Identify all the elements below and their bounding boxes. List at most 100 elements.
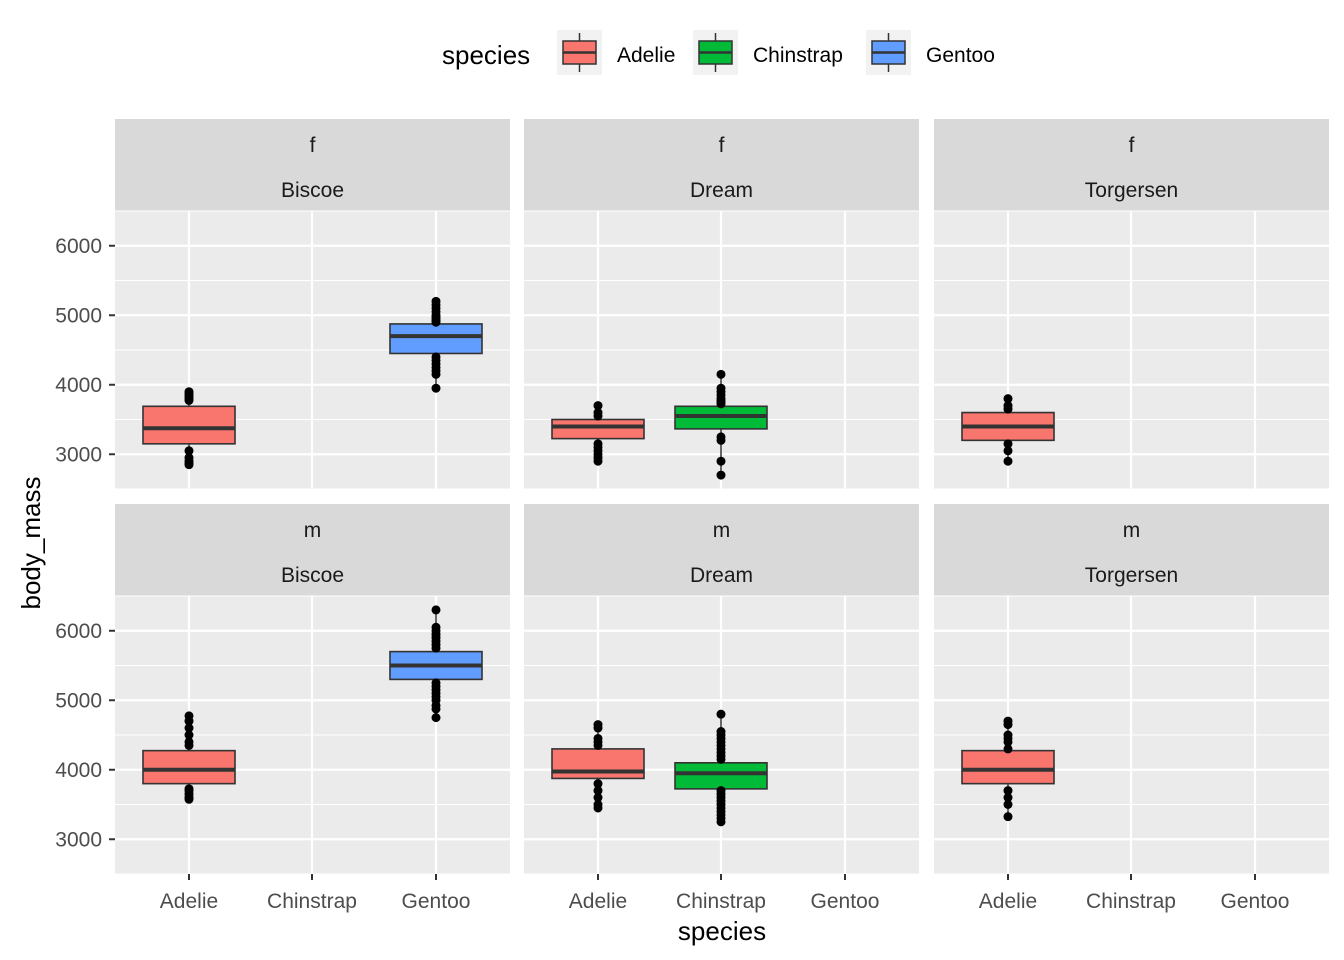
x-tick-label: Chinstrap (1086, 890, 1176, 913)
facet-strip-row-label: m (713, 519, 731, 542)
legend-label: Gentoo (926, 44, 995, 67)
legend-entry-chinstrap: Chinstrap (693, 30, 843, 75)
outlier-point (431, 704, 441, 714)
outlier-point (716, 369, 726, 379)
outlier-point (716, 435, 726, 445)
outlier-point (1003, 439, 1013, 449)
outlier-point (593, 456, 603, 466)
outlier-point (431, 383, 441, 393)
facet-strip-row-label: f (310, 134, 316, 157)
box-adelie (961, 716, 1055, 822)
x-tick-label: Adelie (160, 890, 218, 913)
box-adelie (142, 711, 236, 804)
facet-strip (524, 504, 919, 596)
outlier-point (431, 369, 441, 379)
outlier-point (593, 803, 603, 813)
facet-strip (115, 504, 510, 596)
facet-panel-f-dream: f Dream (524, 119, 919, 490)
outlier-point (716, 727, 726, 737)
outlier-point (184, 711, 194, 721)
facet-strip-row-label: m (304, 519, 322, 542)
y-tick-label: 5000 (55, 689, 102, 712)
outlier-point (1003, 812, 1013, 822)
outlier-point (1003, 800, 1013, 809)
facet-panel-m-biscoe: m Biscoe 3000 4000 5000 6000 Adelie Chinstrap Ge… (55, 504, 510, 913)
outlier-point (593, 408, 603, 418)
outlier-point (184, 723, 194, 733)
outlier-point (716, 456, 726, 466)
y-tick-label: 6000 (55, 235, 102, 258)
outlier-point (431, 296, 441, 306)
facet-strip (115, 119, 510, 211)
outlier-point (184, 446, 194, 456)
facet-strip-row-label: f (719, 134, 725, 157)
box-adelie (551, 720, 645, 813)
outlier-point (1003, 793, 1013, 803)
outlier-point (184, 794, 194, 804)
outlier-point (593, 733, 603, 743)
outlier-point (1003, 456, 1013, 466)
x-tick-label: Adelie (569, 890, 627, 913)
legend-entry-adelie: Adelie (557, 30, 675, 75)
box-iqr (142, 405, 236, 445)
y-tick-label: 3000 (55, 443, 102, 466)
legend-label: Chinstrap (753, 44, 843, 67)
y-tick-label: 4000 (55, 759, 102, 782)
outlier-point (1003, 401, 1013, 411)
y-tick-label: 3000 (55, 828, 102, 851)
outlier-point (1003, 730, 1013, 740)
outlier-point (593, 779, 603, 789)
box-iqr (674, 761, 768, 790)
x-tick-label: Adelie (979, 890, 1037, 913)
x-tick-label: Chinstrap (676, 890, 766, 913)
facet-strip-row-label: f (1129, 134, 1135, 157)
box-adelie (551, 401, 645, 466)
facet-strip (524, 119, 919, 211)
y-tick-label: 5000 (55, 304, 102, 327)
outlier-point (716, 383, 726, 393)
x-axis-title: species (678, 916, 766, 946)
box-adelie (142, 387, 236, 470)
legend-label: Adelie (617, 44, 675, 67)
box-iqr (551, 748, 645, 780)
legend-title: species (442, 40, 530, 70)
facet-strip-col-label: Biscoe (281, 564, 344, 587)
box-gentoo (389, 296, 483, 393)
legend: species Adelie Chinstrap Gentoo (442, 30, 995, 75)
box-chinstrap (674, 709, 768, 827)
box-iqr (551, 418, 645, 440)
box-gentoo (389, 605, 483, 723)
outlier-point (716, 709, 726, 719)
outlier-point (184, 730, 194, 740)
box-chinstrap (674, 369, 768, 480)
outlier-point (184, 460, 194, 470)
y-axis-title: body_mass (16, 477, 46, 610)
outlier-point (716, 470, 726, 480)
facet-panel-f-biscoe: f Biscoe 3000 4000 5000 6000 (55, 119, 510, 490)
outlier-point (184, 387, 194, 397)
facet-strip-col-label: Dream (690, 564, 753, 587)
facet-strip-col-label: Dream (690, 179, 753, 202)
facet-strip (934, 504, 1329, 596)
outlier-point (593, 786, 603, 796)
outlier-point (1003, 786, 1013, 796)
outlier-point (184, 737, 194, 747)
facet-panel-f-torgersen: f Torgersen (934, 119, 1329, 490)
y-tick-label: 4000 (55, 374, 102, 397)
facet-strip-col-label: Torgersen (1085, 564, 1178, 587)
x-tick-label: Gentoo (811, 890, 880, 913)
facet-strip-row-label: m (1123, 519, 1141, 542)
box-iqr (961, 749, 1055, 785)
outlier-point (716, 817, 726, 827)
outlier-point (1003, 744, 1013, 754)
facet-strip (934, 119, 1329, 211)
facet-panel-m-dream: m Dream Adelie Chinstrap Gentoo (524, 504, 919, 913)
facet-panel-m-torgersen: m Torgersen Adelie Chinstrap Gentoo (934, 504, 1329, 913)
outlier-point (593, 401, 603, 411)
facet-strip-col-label: Biscoe (281, 179, 344, 202)
y-tick-label: 6000 (55, 620, 102, 643)
x-tick-label: Gentoo (402, 890, 471, 913)
box-iqr (389, 323, 483, 355)
box-iqr (142, 749, 236, 785)
x-tick-label: Gentoo (1221, 890, 1290, 913)
